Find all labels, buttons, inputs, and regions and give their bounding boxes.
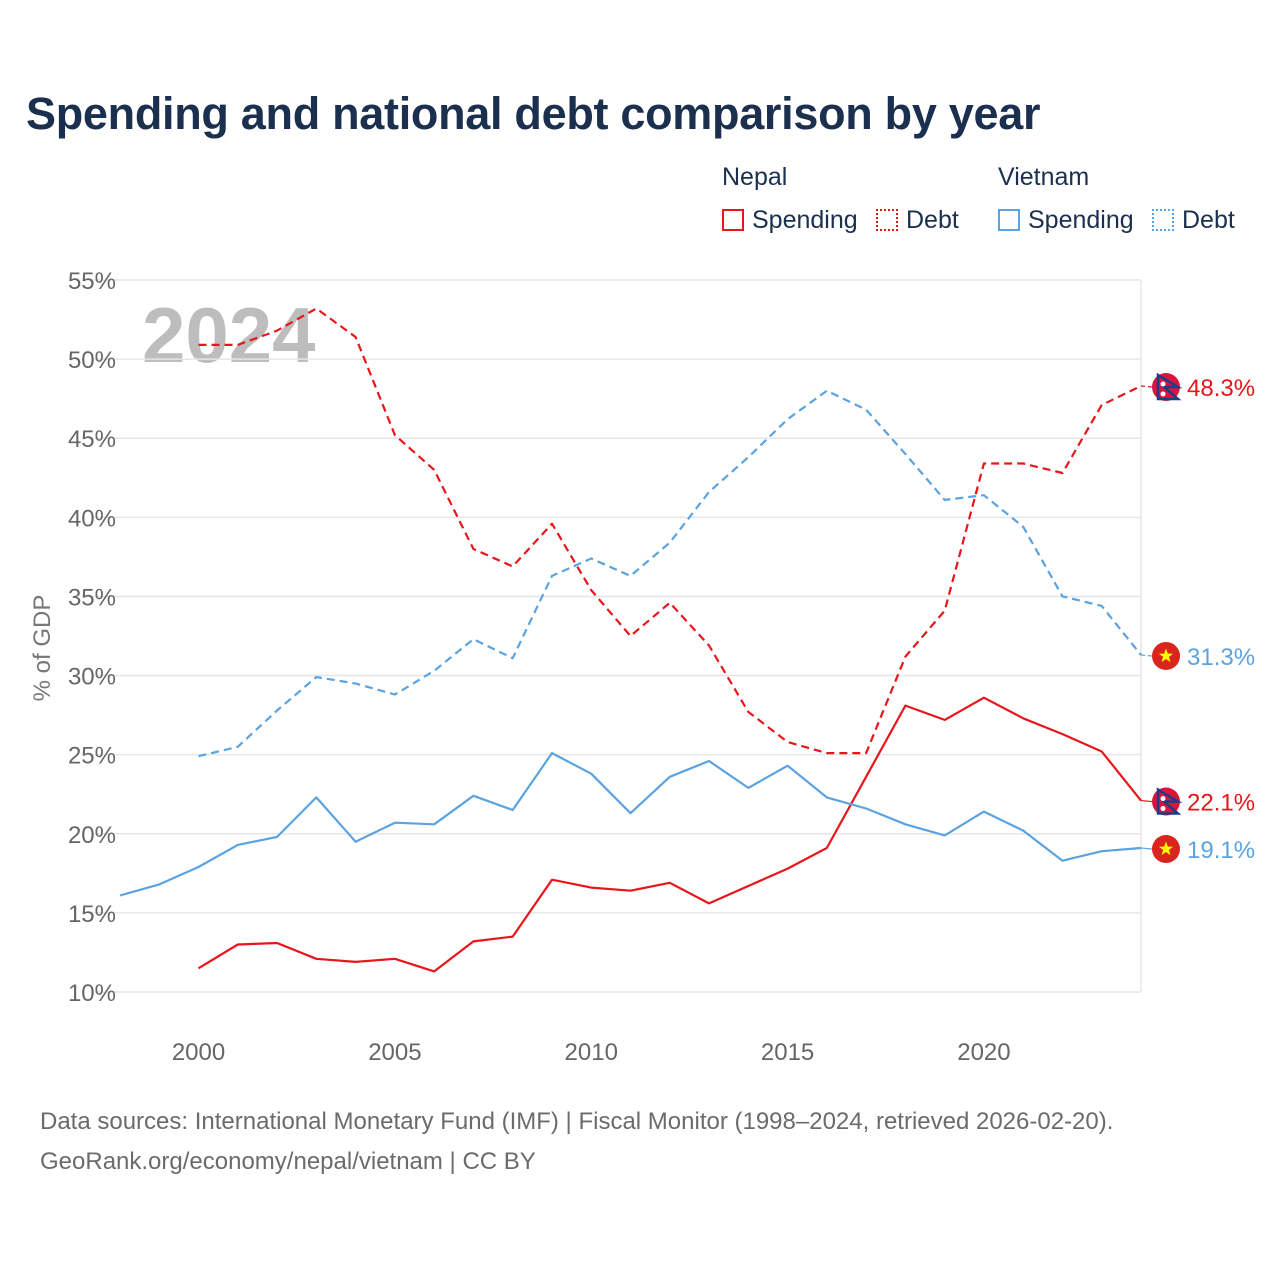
y-tick-label: 25% [68, 743, 116, 770]
nepal-flag-icon [1152, 372, 1183, 402]
chart-title: Spending and national debt comparison by… [26, 88, 1041, 139]
flag-star [1158, 841, 1174, 856]
x-tick-label: 2000 [172, 1039, 225, 1066]
legend-label: Spending [1028, 205, 1134, 234]
legend-group-vietnam: Vietnam [998, 163, 1090, 191]
legend-vietnam-spending[interactable]: Spending [998, 205, 1134, 235]
grid-layer [92, 279, 1142, 993]
y-tick-label: 55% [68, 268, 116, 295]
year-watermark: 2024 [142, 291, 316, 379]
y-tick-label: 50% [68, 347, 116, 374]
legend-label: Debt [906, 205, 959, 234]
series-layer [119, 307, 1142, 973]
legend-swatch-solid-blue [998, 209, 1020, 231]
legend-label: Spending [752, 205, 858, 234]
legend-swatch-dotted-blue [1152, 209, 1174, 231]
flag-sun [1160, 806, 1166, 812]
tick-layer: 10% 15% 20% 25% 30% 35% 40% 45% 50% 55% 2000 2005 20… [68, 268, 1011, 1066]
flag-star [1158, 648, 1174, 663]
nepal-flag-icon [1152, 787, 1183, 816]
legend-label: Debt [1182, 205, 1235, 234]
y-tick-label: 45% [68, 426, 116, 453]
y-tick-label: 35% [68, 584, 116, 611]
legend-group-nepal: Nepal [722, 163, 788, 191]
end-value-label: 19.1% [1187, 837, 1255, 864]
legend-swatch-dotted-red [876, 209, 898, 231]
x-tick-label: 2005 [368, 1039, 421, 1066]
series-line-nepal-spending [197, 696, 1142, 973]
end-connector [1140, 654, 1153, 657]
x-tick-label: 2010 [565, 1039, 618, 1066]
end-connector [1140, 847, 1153, 850]
end-value-label: 31.3% [1187, 644, 1255, 671]
legend-swatch-solid-red [722, 209, 744, 231]
end-connector [1140, 385, 1153, 388]
end-value-label: 48.3% [1187, 375, 1255, 402]
y-tick-label: 10% [68, 980, 116, 1007]
y-tick-label: 20% [68, 822, 116, 849]
vietnam-flag-icon [1152, 835, 1180, 864]
series-line-nepal-debt [198, 307, 1142, 755]
source-line-2: GeoRank.org/economy/nepal/vietnam | CC B… [40, 1148, 536, 1175]
end-connector [1140, 799, 1153, 803]
y-tick-label: 30% [68, 664, 116, 691]
source-line-1: Data sources: International Monetary Fun… [40, 1108, 1114, 1135]
series-line-vietnam-debt [198, 389, 1142, 758]
legend-nepal-debt[interactable]: Debt [876, 205, 959, 235]
legend-nepal-spending[interactable]: Spending [722, 205, 858, 235]
legend-vietnam-debt[interactable]: Debt [1152, 205, 1235, 235]
end-value-label: 22.1% [1187, 790, 1255, 817]
flag-moon [1160, 796, 1166, 802]
end-label-layer: 22.1% 48.3% 19.1% 31.3% [1140, 372, 1255, 864]
x-tick-label: 2020 [957, 1039, 1010, 1066]
flag-sun [1160, 391, 1166, 397]
y-tick-label: 40% [68, 505, 116, 532]
x-tick-label: 2015 [761, 1039, 814, 1066]
y-tick-label: 15% [68, 901, 116, 928]
series-line-vietnam-spending [119, 751, 1142, 897]
vietnam-flag-icon [1152, 641, 1180, 670]
y-axis-label: % of GDP [29, 595, 56, 702]
flag-moon [1160, 381, 1166, 387]
